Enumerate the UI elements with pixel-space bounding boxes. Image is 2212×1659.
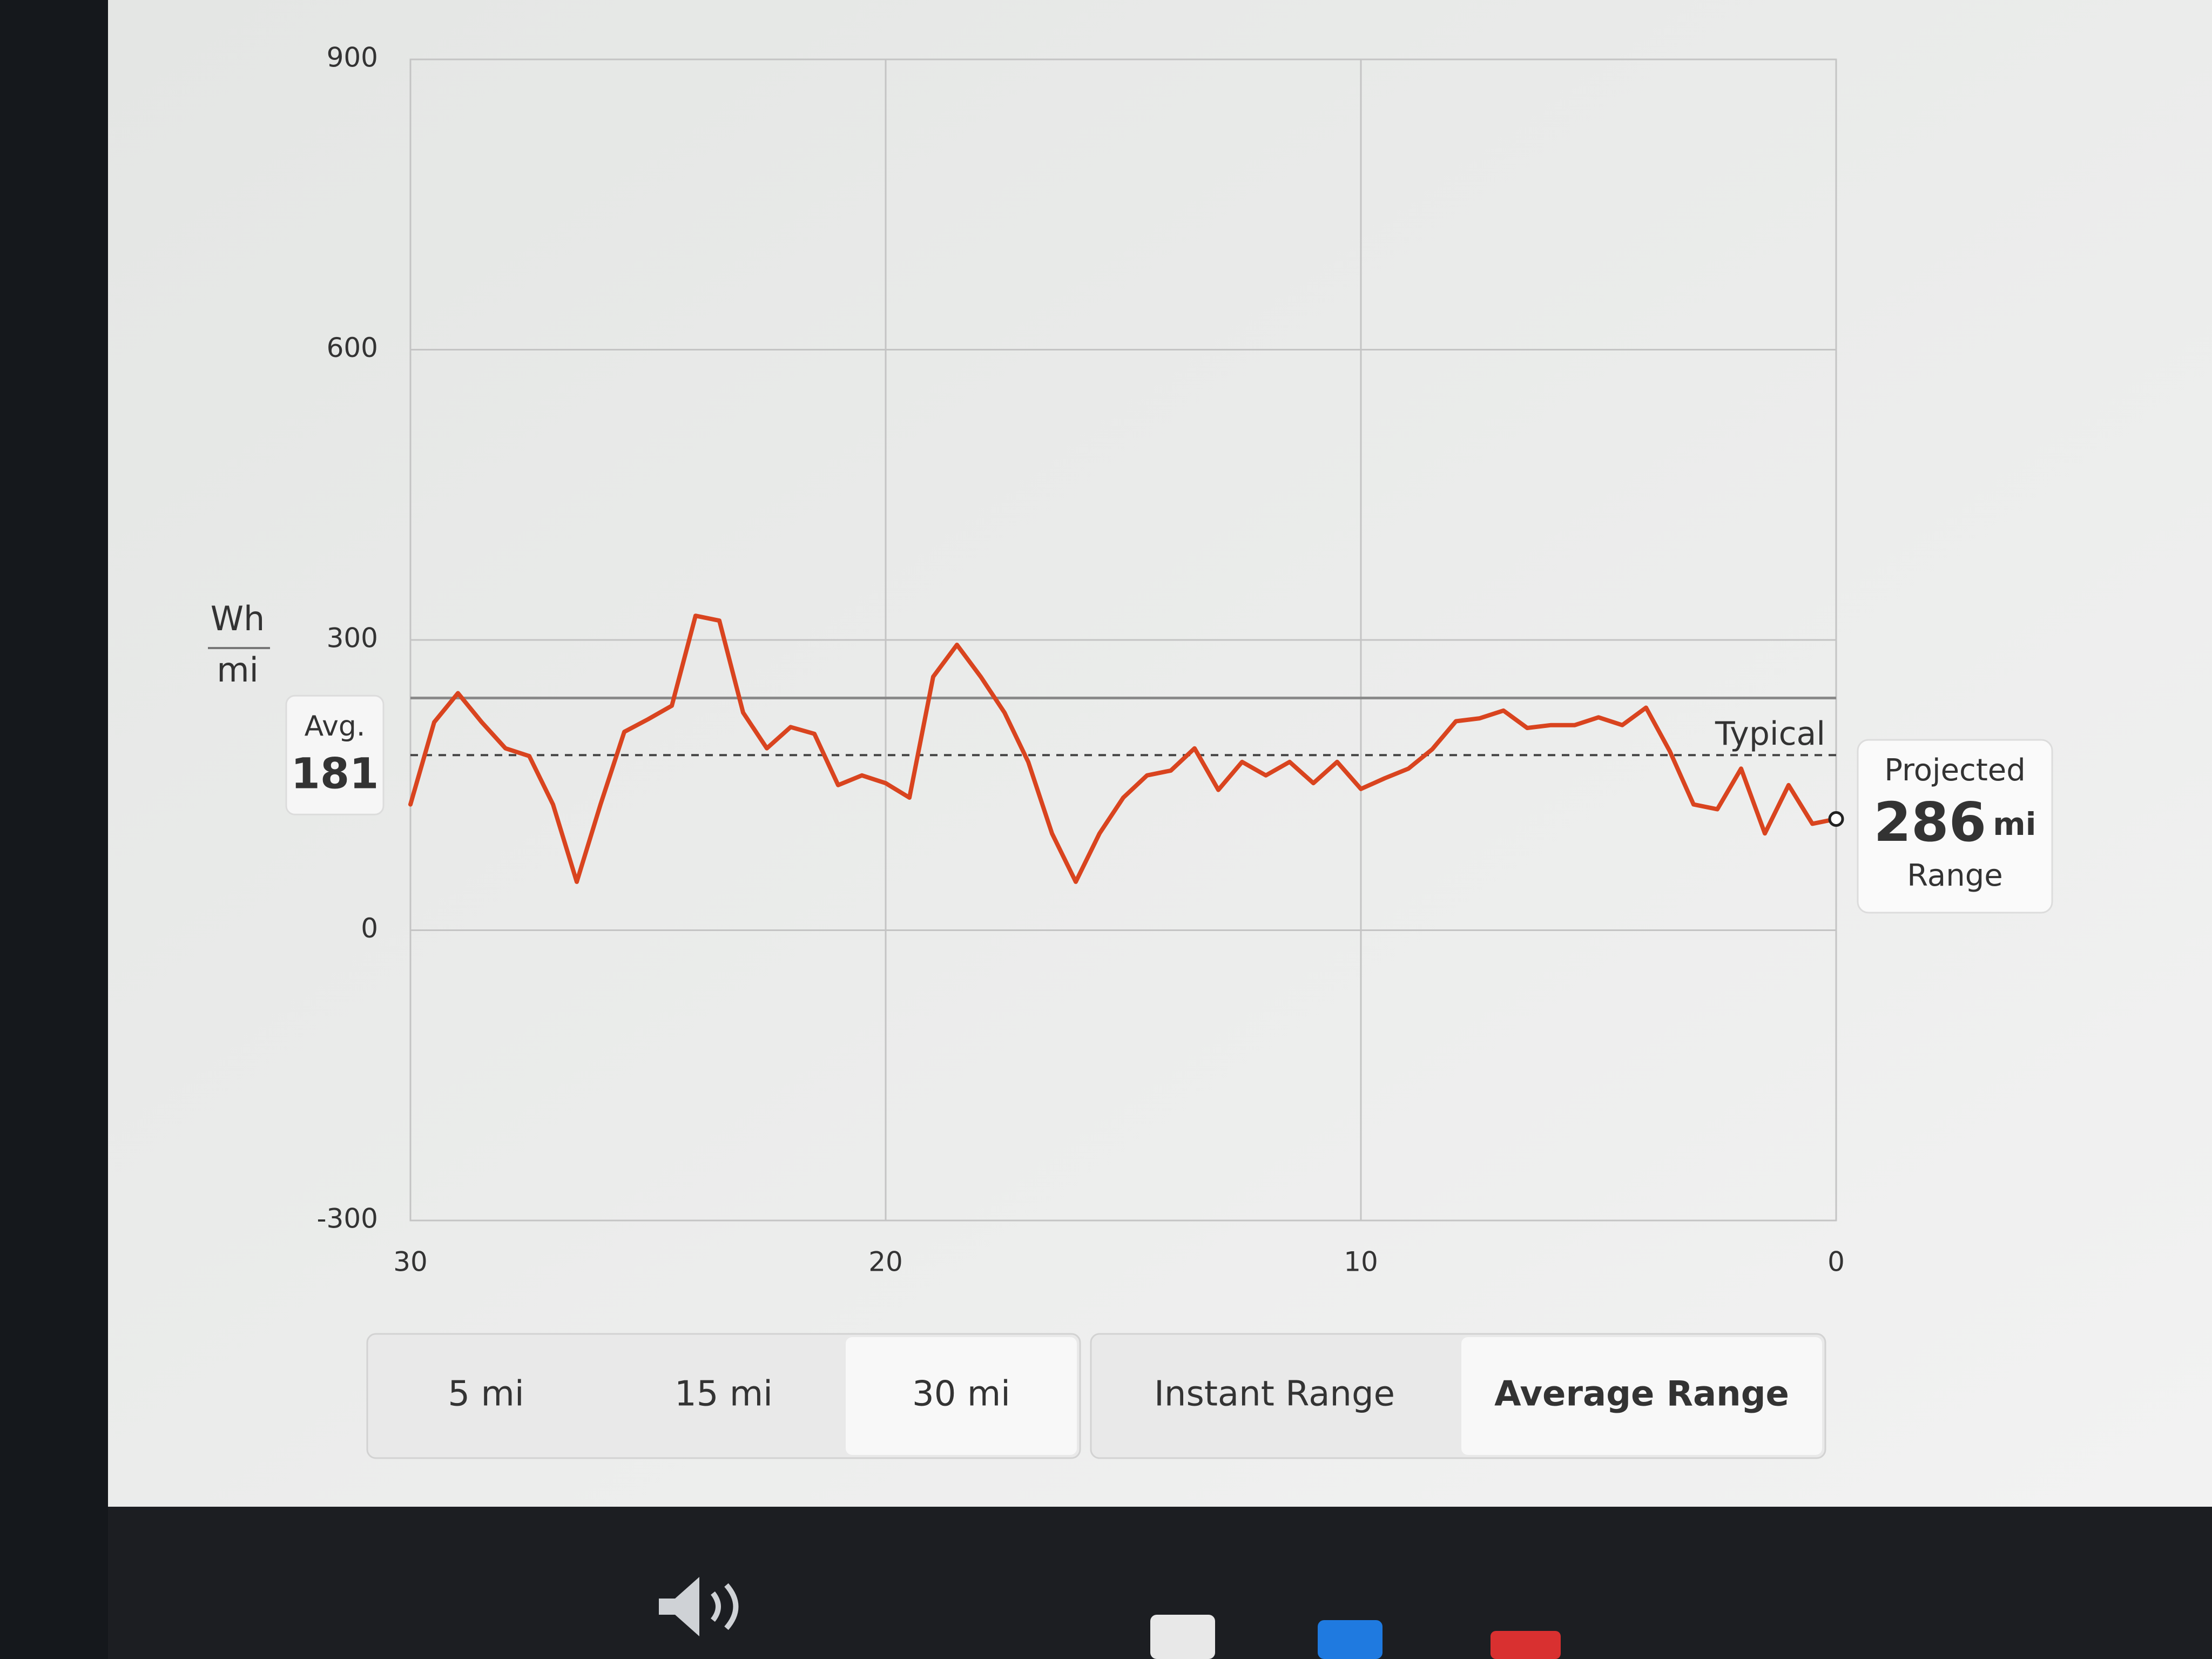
button[interactable] [608,1337,839,1455]
button-selected[interactable] [1461,1337,1822,1455]
button-label[interactable]: Instant Range [1154,1374,1395,1414]
y-tick-label: 0 [361,913,378,944]
volume-icon[interactable] [659,1577,739,1636]
y-tick-label: 300 [327,623,378,654]
button-label[interactable]: 30 mi [912,1374,1010,1414]
avg-label: Avg. [305,710,366,743]
typical-label: Typical [1715,715,1825,753]
app-icon[interactable] [1491,1631,1561,1659]
x-tick-label: 30 [393,1246,428,1278]
current-point [1828,811,1844,827]
button[interactable] [370,1337,602,1455]
button-label[interactable]: 15 mi [675,1374,773,1414]
consumption-line [408,613,1838,884]
projected-label: Projected [1884,753,2026,788]
y-tick-label: 900 [327,42,378,73]
projected-caption: Range [1907,858,2003,893]
y-tick-label: 600 [327,332,378,363]
chart: -300 0 300 600 900 30 20 10 0 Wh mi Typical Avg. 181 P… [208,42,2053,1459]
app-icon[interactable] [1318,1620,1382,1659]
y-label: Wh [211,599,265,638]
avg-box [285,694,385,815]
avg-value: 181 [291,750,379,799]
x-tick-label: 10 [1344,1246,1378,1278]
projected-box [1857,739,2053,914]
app-icon[interactable] [1150,1615,1215,1659]
projected-value: 286 mi [1873,791,2036,854]
button-label[interactable]: 5 mi [448,1374,524,1414]
button-label[interactable]: Average Range [1494,1374,1789,1414]
projected-number: 286 [1873,791,1986,854]
projected-unit: mi [1993,806,2036,842]
x-tick-label: 0 [1827,1246,1845,1278]
button[interactable] [1094,1337,1455,1455]
button-selected[interactable] [846,1337,1077,1455]
y-label: mi [217,650,259,690]
y-tick-label: -300 [317,1203,378,1235]
x-tick-label: 20 [868,1246,903,1278]
